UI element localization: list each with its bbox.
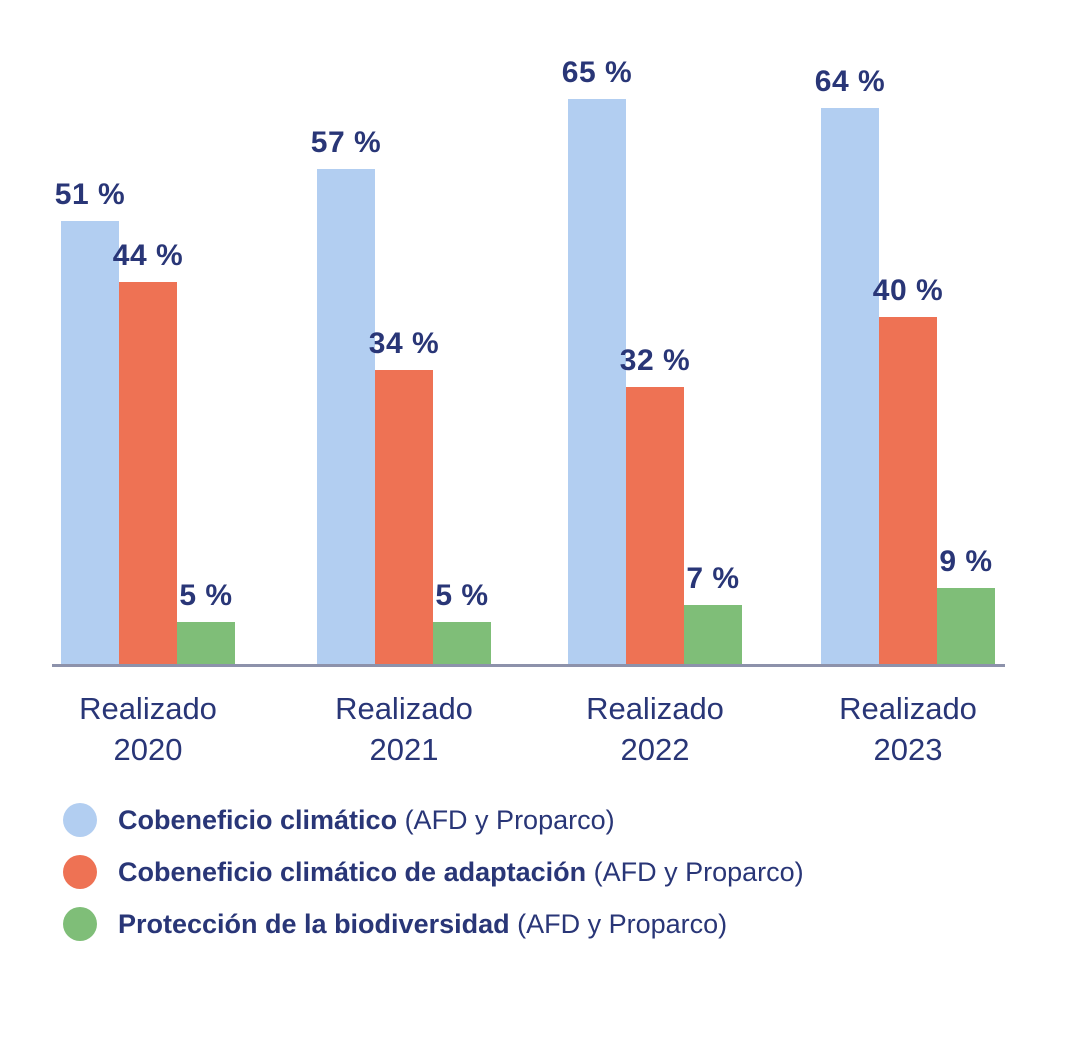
bar-cobeneficio-climatico-2022 [568, 99, 626, 666]
category-label-line2: 2023 [873, 732, 943, 767]
value-label-proteccion-biodiversidad-2022: 7 % [686, 562, 740, 595]
value-label-proteccion-biodiversidad-2023: 9 % [939, 545, 993, 578]
legend-swatch-cobeneficio-climatico [63, 803, 97, 837]
bar-cobeneficio-climatico-adaptacion-2020 [119, 282, 177, 666]
legend-item-cobeneficio-climatico-adaptacion: Cobeneficio climático de adaptación (AFD… [63, 846, 804, 898]
bar-cobeneficio-climatico-adaptacion-2023 [879, 317, 937, 666]
legend-series-name: Cobeneficio climático de adaptación [118, 856, 587, 887]
category-label-line1: Realizado [335, 691, 473, 726]
category-label-2023: Realizado 2023 [839, 688, 977, 770]
value-label-cobeneficio-climatico-adaptacion-2020: 44 % [112, 239, 184, 272]
value-label-cobeneficio-climatico-2021: 57 % [310, 126, 382, 159]
bar-cobeneficio-climatico-adaptacion-2021 [375, 370, 433, 666]
value-label-cobeneficio-climatico-2020: 51 % [54, 178, 126, 211]
category-label-2022: Realizado 2022 [586, 688, 724, 770]
x-axis-line [52, 664, 1005, 667]
category-label-line1: Realizado [79, 691, 217, 726]
value-label-cobeneficio-climatico-adaptacion-2022: 32 % [619, 344, 691, 377]
category-label-2020: Realizado 2020 [79, 688, 217, 770]
bar-cobeneficio-climatico-2021 [317, 169, 375, 666]
legend-label-proteccion-biodiversidad: Protección de la biodiversidad (AFD y Pr… [118, 908, 728, 939]
category-label-2021: Realizado 2021 [335, 688, 473, 770]
value-label-proteccion-biodiversidad-2020: 5 % [179, 579, 233, 612]
value-label-cobeneficio-climatico-adaptacion-2021: 34 % [368, 327, 440, 360]
category-label-line2: 2020 [113, 732, 183, 767]
bar-proteccion-biodiversidad-2021 [433, 622, 491, 666]
legend-label-cobeneficio-climatico: Cobeneficio climático (AFD y Proparco) [118, 804, 615, 835]
bar-proteccion-biodiversidad-2022 [684, 605, 742, 666]
category-label-line1: Realizado [586, 691, 724, 726]
category-label-line2: 2022 [620, 732, 690, 767]
category-label-line2: 2021 [369, 732, 439, 767]
legend-series-name: Cobeneficio climático [118, 804, 398, 835]
value-label-cobeneficio-climatico-2023: 64 % [814, 65, 886, 98]
value-label-cobeneficio-climatico-2022: 65 % [561, 56, 633, 89]
legend-label-cobeneficio-climatico-adaptacion: Cobeneficio climático de adaptación (AFD… [118, 856, 804, 887]
bar-proteccion-biodiversidad-2023 [937, 588, 995, 666]
legend-item-cobeneficio-climatico: Cobeneficio climático (AFD y Proparco) [63, 794, 615, 846]
value-label-cobeneficio-climatico-adaptacion-2023: 40 % [872, 274, 944, 307]
legend-swatch-cobeneficio-climatico-adaptacion [63, 855, 97, 889]
value-label-proteccion-biodiversidad-2021: 5 % [435, 579, 489, 612]
legend-swatch-proteccion-biodiversidad [63, 907, 97, 941]
bar-proteccion-biodiversidad-2020 [177, 622, 235, 666]
category-label-line1: Realizado [839, 691, 977, 726]
bar-cobeneficio-climatico-2023 [821, 108, 879, 666]
legend-item-proteccion-biodiversidad: Protección de la biodiversidad (AFD y Pr… [63, 898, 727, 950]
bar-cobeneficio-climatico-adaptacion-2022 [626, 387, 684, 666]
bar-cobeneficio-climatico-2020 [61, 221, 119, 666]
legend-series-name: Protección de la biodiversidad [118, 908, 510, 939]
